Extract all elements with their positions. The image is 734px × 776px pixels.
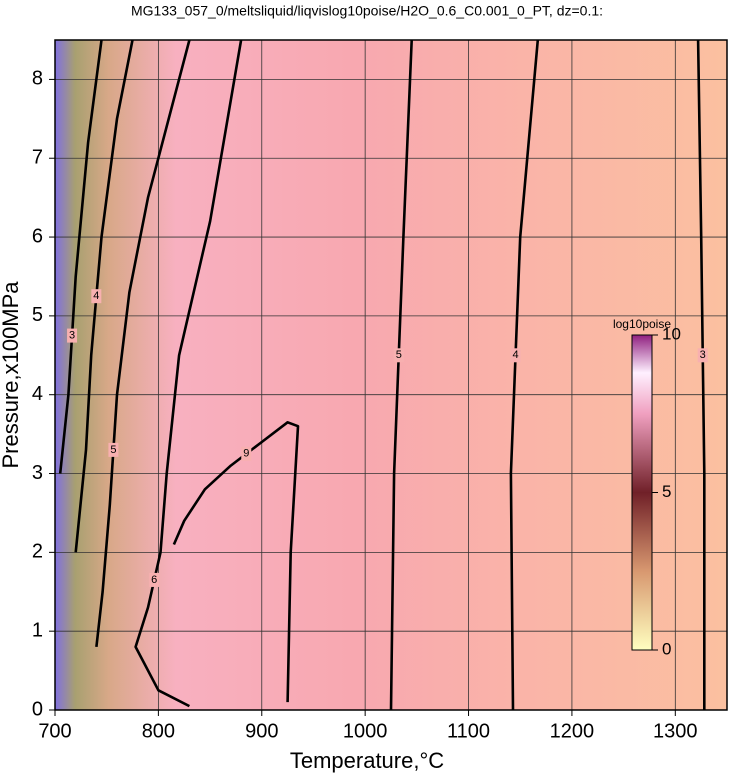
x-tick-label: 700: [38, 720, 71, 742]
y-tick-label: 2: [32, 541, 43, 563]
chart-title: MG133_057_0/meltsliquid/liqvislog10poise…: [131, 3, 603, 19]
colorbar-tick-label: 10: [662, 324, 681, 343]
colorbar-tick-label: 0: [662, 639, 671, 658]
colorbar: [631, 334, 653, 651]
y-tick-label: 0: [32, 698, 43, 720]
contour-label: 9: [243, 448, 249, 460]
x-tick-label: 1200: [550, 720, 595, 742]
y-tick-label: 5: [32, 304, 43, 326]
contour-label: 3: [69, 329, 75, 341]
colorbar-label: log10poise: [613, 317, 671, 331]
y-tick-label: 7: [32, 147, 43, 169]
colorbar-tick-label: 5: [662, 482, 671, 501]
contour-label: 6: [151, 574, 157, 586]
contour-label-bg: [393, 348, 404, 363]
plot-frame: [54, 39, 728, 711]
x-tick-label: 1300: [653, 720, 698, 742]
contour-label: 4: [513, 349, 519, 361]
contour-label-bg: [108, 442, 119, 457]
contour-line: [134, 39, 243, 708]
y-tick-label: 3: [32, 462, 43, 484]
y-tick-label: 4: [32, 383, 43, 405]
contour-line: [95, 39, 191, 648]
contour-label: 3: [700, 349, 706, 361]
contour-label: 5: [110, 444, 116, 456]
x-tick-label: 1000: [343, 720, 388, 742]
contour-label: 4: [93, 290, 99, 302]
contour-label-bg: [697, 348, 708, 363]
plot-background: [55, 40, 727, 710]
contour-label-bg: [149, 572, 160, 587]
contour-label-bg: [91, 289, 102, 304]
contour-label-bg: [241, 446, 252, 461]
contour-label-bg: [510, 348, 521, 363]
y-tick-label: 8: [32, 68, 43, 90]
contour-line: [172, 421, 300, 703]
x-tick-label: 900: [245, 720, 278, 742]
contour-label: 5: [396, 349, 402, 361]
x-axis-label: Temperature,°C: [290, 748, 444, 773]
y-tick-label: 1: [32, 619, 43, 641]
x-tick-label: 800: [142, 720, 175, 742]
y-tick-label: 6: [32, 225, 43, 247]
contour-line: [58, 39, 103, 474]
y-axis-label: Pressure,x100MPa: [0, 281, 23, 469]
contour-label-bg: [67, 328, 78, 343]
x-tick-label: 1100: [447, 720, 490, 742]
